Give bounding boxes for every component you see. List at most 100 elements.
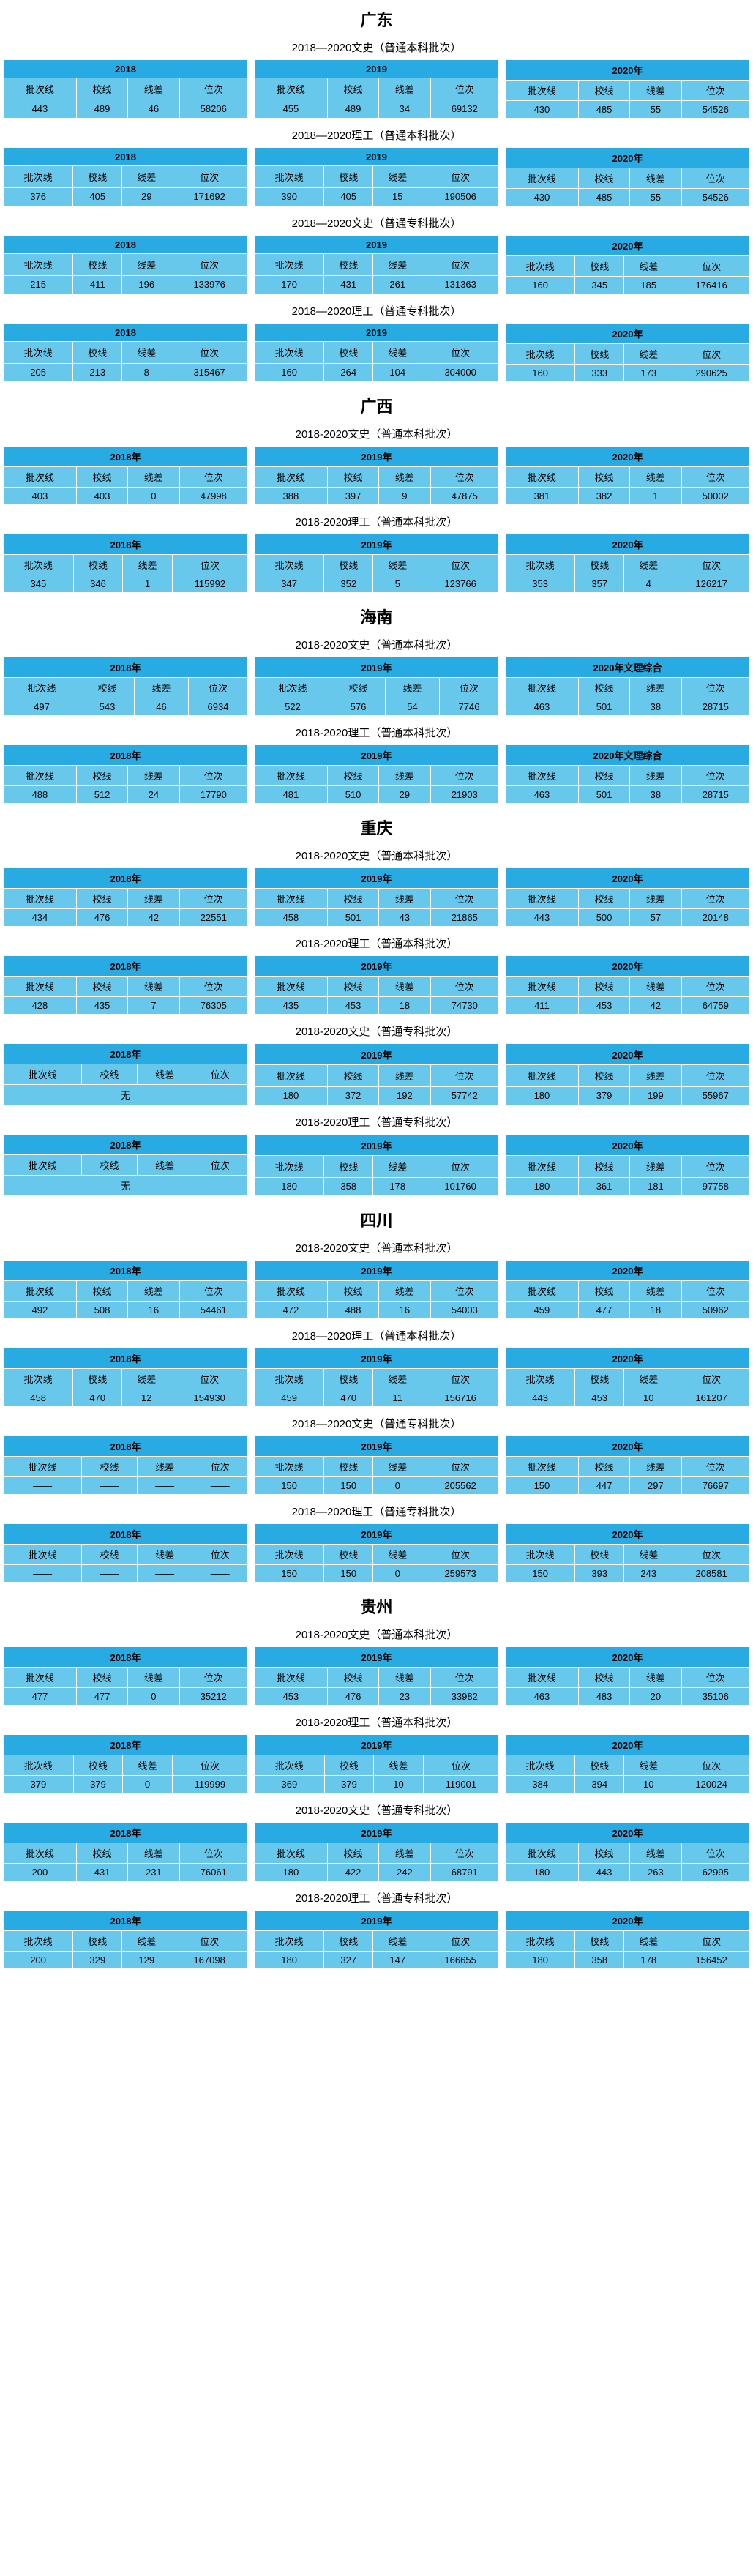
data-cell: 476 [327, 1688, 378, 1706]
data-cell: 171692 [171, 187, 248, 206]
column-header: 位次 [179, 1668, 247, 1688]
year-label: 2019年 [255, 1261, 499, 1281]
data-cell: 150 [324, 1565, 373, 1583]
data-cell: 463 [506, 1688, 579, 1706]
year-label: 2019年 [255, 956, 499, 977]
data-cell: 485 [578, 101, 629, 119]
column-header: 校线 [324, 1755, 374, 1776]
data-cell: —— [4, 1477, 82, 1495]
column-header: 批次线 [506, 168, 579, 189]
data-cell: 347 [255, 575, 324, 593]
year-label: 2020年 [506, 1261, 750, 1281]
province-title: 广西 [0, 387, 753, 422]
section-title: 2018—2020理工（普通本科批次） [0, 123, 753, 147]
column-header: 校线 [578, 889, 629, 909]
year-label: 2018年 [4, 1735, 248, 1755]
year-table: 2020年批次线校线线差位次38439410120024 [505, 1734, 750, 1793]
section-title: 2018-2020文史（普通本科批次） [0, 1236, 753, 1260]
column-header: 线差 [379, 1668, 430, 1688]
column-header: 校线 [324, 555, 373, 575]
data-cell: 115992 [172, 575, 247, 593]
data-cell: 242 [379, 1864, 430, 1881]
data-cell: 21903 [430, 786, 498, 804]
year-label: 2018 [4, 148, 248, 166]
column-header: 批次线 [255, 1156, 324, 1177]
column-header: 批次线 [255, 342, 324, 363]
data-cell: 388 [255, 488, 328, 505]
data-cell: 147 [373, 1952, 422, 1969]
year-table: 2018年批次线校线线差位次4925081654461 [3, 1260, 248, 1319]
column-header: 批次线 [506, 1843, 579, 1864]
section-title: 2018—2020文史（普通专科批次） [0, 211, 753, 235]
year-label: 2020年 [506, 1823, 750, 1843]
data-cell: 297 [630, 1477, 681, 1495]
year-label: 2019年 [255, 1735, 499, 1755]
data-cell: 180 [255, 1086, 328, 1105]
column-header: 线差 [128, 1843, 179, 1864]
data-cell: 263 [630, 1864, 681, 1881]
column-header: 校线 [324, 1457, 373, 1477]
data-cell: 205562 [422, 1477, 499, 1495]
year-table: 2020年批次线校线线差位次44345310161207 [505, 1348, 750, 1407]
year-table: 2018年批次线校线线差位次3453461115992 [3, 534, 248, 593]
column-header: 线差 [122, 1931, 171, 1952]
data-cell: 8 [122, 363, 171, 381]
year-table: 2019批次线校线线差位次170431261131363 [254, 235, 499, 294]
data-cell: 160 [255, 363, 324, 381]
year-table: 2020年批次线校线线差位次150393243208581 [505, 1523, 750, 1583]
data-cell: 133976 [171, 275, 248, 294]
column-header: 线差 [630, 1281, 681, 1302]
column-header: 批次线 [506, 977, 579, 997]
data-cell: 4 [624, 575, 673, 593]
column-header: 校线 [73, 342, 122, 363]
year-label: 2019年 [255, 534, 499, 555]
column-header: 位次 [179, 766, 247, 786]
data-cell: 150 [506, 1477, 579, 1495]
column-header: 校线 [327, 1065, 378, 1086]
data-cell: 510 [327, 786, 378, 804]
data-cell: 346 [73, 575, 123, 593]
data-cell: 435 [76, 997, 127, 1015]
column-header: 批次线 [4, 555, 74, 575]
column-header: 批次线 [4, 1457, 82, 1477]
data-cell: 54003 [430, 1302, 498, 1319]
column-header: 校线 [76, 889, 127, 909]
year-table: 2018年批次线校线线差位次———————— [3, 1523, 248, 1583]
year-label: 2019年 [255, 1135, 499, 1156]
data-cell: 261 [373, 275, 422, 294]
column-header: 线差 [137, 1457, 192, 1477]
column-header: 批次线 [255, 889, 328, 909]
column-header: 校线 [578, 81, 629, 101]
column-header: 校线 [76, 766, 127, 786]
data-cell: 173 [624, 365, 673, 382]
column-header: 校线 [575, 256, 624, 277]
column-header: 校线 [76, 977, 127, 997]
data-cell: 178 [373, 1177, 422, 1195]
column-header: 线差 [379, 766, 430, 786]
year-table: 2018年批次线校线线差位次———————— [3, 1436, 248, 1495]
column-header: 位次 [171, 342, 248, 363]
province-title: 贵州 [0, 1587, 753, 1622]
column-header: 批次线 [506, 467, 579, 488]
data-cell: 447 [578, 1477, 629, 1495]
data-cell: 57 [630, 909, 681, 927]
year-label: 2018年 [4, 1348, 248, 1369]
column-header: 位次 [192, 1457, 248, 1477]
column-header: 线差 [137, 1545, 192, 1565]
year-table: 2018年批次线校线线差位次403403047998 [3, 446, 248, 505]
column-header: 批次线 [255, 1457, 324, 1477]
year-label: 2020年文理综合 [506, 657, 750, 678]
data-cell: 501 [578, 698, 629, 716]
data-cell: 477 [4, 1688, 77, 1706]
data-cell: 472 [255, 1302, 328, 1319]
column-header: 位次 [681, 678, 749, 698]
column-header: 批次线 [506, 1369, 575, 1389]
column-header: 批次线 [255, 1369, 324, 1389]
column-header: 批次线 [4, 766, 77, 786]
year-label: 2019年 [255, 1044, 499, 1065]
data-cell: 430 [506, 189, 579, 206]
data-cell: 463 [506, 786, 579, 804]
province-title: 海南 [0, 597, 753, 632]
column-header: 线差 [373, 166, 422, 187]
data-cell: 0 [373, 1477, 422, 1495]
